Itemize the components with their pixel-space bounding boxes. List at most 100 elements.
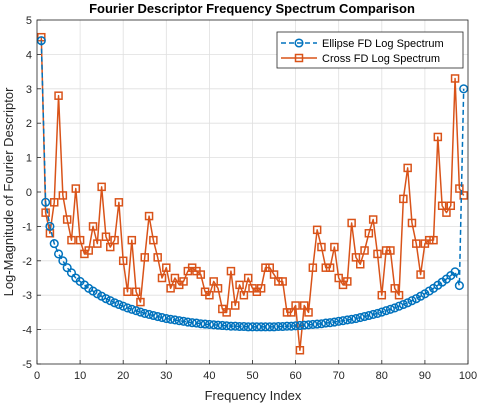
- point-cross: [153, 253, 162, 262]
- point-cross: [455, 184, 464, 193]
- point-cross: [412, 239, 421, 248]
- y-tick-label: -4: [22, 325, 32, 337]
- point-ellipse: [407, 296, 417, 306]
- point-cross: [304, 308, 313, 317]
- point-ellipse: [351, 314, 361, 324]
- point-cross: [317, 242, 326, 252]
- point-cross: [84, 246, 93, 255]
- point-ellipse: [282, 321, 292, 331]
- point-ellipse: [334, 316, 344, 326]
- point-cross: [196, 270, 206, 279]
- y-tick-label: -2: [22, 256, 32, 268]
- legend-marker-cross: [294, 53, 304, 63]
- y-tick-label: 0: [26, 187, 32, 199]
- y-tick-label: 5: [26, 15, 32, 27]
- point-ellipse: [273, 321, 283, 332]
- point-ellipse: [226, 321, 236, 331]
- point-ellipse: [122, 303, 133, 313]
- x-tick-label: 50: [246, 370, 258, 382]
- point-ellipse: [321, 318, 331, 328]
- point-cross: [170, 273, 180, 283]
- point-ellipse: [269, 322, 279, 332]
- point-ellipse: [403, 298, 413, 308]
- point-ellipse: [360, 311, 370, 322]
- y-tick-label: 4: [26, 49, 32, 61]
- point-cross: [394, 290, 404, 300]
- x-tick-label: 100: [459, 370, 477, 382]
- point-ellipse: [153, 311, 163, 322]
- point-ellipse: [135, 307, 145, 317]
- point-cross: [101, 232, 111, 241]
- point-cross: [278, 277, 287, 286]
- point-cross: [205, 290, 214, 300]
- point-cross: [67, 235, 76, 245]
- point-ellipse: [243, 322, 253, 332]
- point-ellipse: [178, 316, 189, 326]
- point-ellipse: [394, 301, 404, 311]
- point-ellipse: [278, 321, 288, 332]
- x-tick-label: 10: [74, 370, 86, 382]
- point-ellipse: [101, 294, 111, 304]
- y-tick-label: -5: [22, 359, 32, 371]
- point-cross: [368, 215, 378, 224]
- x-tick-label: 80: [376, 370, 388, 382]
- point-ellipse: [235, 321, 245, 332]
- point-cross: [373, 249, 382, 259]
- point-ellipse: [213, 320, 223, 330]
- x-tick-label: 30: [160, 370, 172, 382]
- point-ellipse: [45, 221, 55, 231]
- point-cross: [274, 277, 283, 286]
- point-ellipse: [49, 239, 59, 249]
- chart-title: Fourier Descriptor Frequency Spectrum Co…: [89, 1, 415, 16]
- point-cross: [131, 287, 141, 297]
- point-ellipse: [166, 314, 176, 324]
- point-ellipse: [247, 322, 258, 332]
- point-ellipse: [148, 310, 158, 321]
- x-axis-label: Frequency Index: [205, 388, 302, 403]
- point-ellipse: [390, 303, 400, 313]
- point-cross: [442, 208, 451, 217]
- point-cross: [433, 132, 443, 142]
- point-cross: [308, 263, 318, 272]
- point-cross: [321, 263, 331, 272]
- point-cross: [347, 218, 356, 228]
- point-ellipse: [291, 321, 301, 331]
- point-cross: [437, 201, 447, 211]
- point-cross: [166, 284, 175, 293]
- point-cross: [58, 191, 68, 200]
- point-ellipse: [381, 306, 391, 316]
- point-cross: [49, 198, 59, 207]
- point-cross: [381, 246, 391, 255]
- x-tick-label: 90: [419, 370, 431, 382]
- point-cross: [450, 74, 460, 83]
- point-ellipse: [355, 313, 365, 323]
- point-ellipse: [54, 249, 64, 259]
- point-cross: [356, 259, 365, 269]
- y-tick-label: -3: [22, 290, 32, 302]
- legend-label-cross: Cross FD Log Spectrum: [322, 53, 440, 65]
- point-ellipse: [131, 306, 141, 316]
- point-cross: [312, 225, 322, 235]
- point-cross: [299, 301, 309, 310]
- legend-box: [276, 31, 464, 69]
- point-ellipse: [450, 267, 460, 277]
- point-ellipse: [200, 319, 210, 329]
- point-cross: [399, 194, 408, 204]
- point-cross: [287, 308, 296, 317]
- point-ellipse: [286, 321, 296, 331]
- point-ellipse: [299, 320, 309, 330]
- point-cross: [364, 229, 374, 238]
- point-cross: [334, 273, 343, 283]
- point-ellipse: [191, 318, 202, 328]
- x-tick-label: 40: [203, 370, 215, 382]
- point-ellipse: [252, 322, 262, 332]
- point-cross: [106, 242, 115, 252]
- legend-label-ellipse: Ellipse FD Log Spectrum: [322, 38, 444, 50]
- point-ellipse: [183, 317, 193, 327]
- data-layer: [36, 32, 469, 355]
- point-ellipse: [36, 36, 46, 46]
- point-ellipse: [316, 319, 327, 329]
- point-cross: [416, 270, 425, 279]
- point-ellipse: [364, 310, 374, 321]
